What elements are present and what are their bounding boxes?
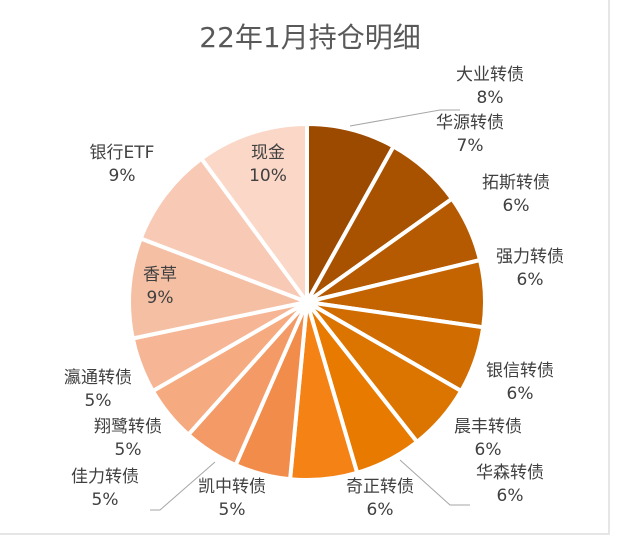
chart-frame <box>0 0 610 535</box>
slice-percent-label: 6% <box>507 384 534 404</box>
slice-name-label: 大业转债 <box>456 65 524 85</box>
leader-line <box>349 109 460 127</box>
slice-percent-label: 5% <box>219 500 246 520</box>
slice-percent-label: 5% <box>92 490 119 510</box>
slice-name-label: 现金 <box>251 143 285 163</box>
slice-name-label: 晨丰转债 <box>454 417 522 437</box>
slice-percent-label: 7% <box>457 136 484 156</box>
slice-name-label: 华森转债 <box>476 463 544 483</box>
pie-slice-13 <box>138 155 313 307</box>
slice-name-label: 银信转债 <box>486 361 554 381</box>
leader-line <box>399 459 470 506</box>
slice-percent-label: 8% <box>477 88 504 108</box>
slice-percent-label: 9% <box>109 166 136 186</box>
pie-slice-12 <box>127 235 315 341</box>
slice-name-label: 拓斯转债 <box>482 173 550 193</box>
slice-percent-label: 10% <box>249 166 287 186</box>
slice-percent-label: 9% <box>147 288 174 308</box>
slice-name-label: 凯中转债 <box>198 477 266 497</box>
slice-name-label: 强力转债 <box>496 247 564 267</box>
slice-name-label: 瀛通转债 <box>64 367 132 388</box>
slice-percent-label: 6% <box>503 196 530 216</box>
slice-percent-label: 6% <box>517 270 544 290</box>
slice-percent-label: 5% <box>85 391 112 411</box>
slice-percent-label: 5% <box>115 440 142 460</box>
pie-slice-14 <box>198 121 309 309</box>
slice-name-label: 香草 <box>143 265 177 285</box>
leader-line <box>150 461 216 511</box>
slice-name-label: 佳力转债 <box>71 467 139 487</box>
slice-name-label: 翔鹭转债 <box>94 417 162 437</box>
slice-name-label: 奇正转债 <box>346 477 414 497</box>
slice-percent-label: 6% <box>497 486 524 506</box>
slice-name-label: 银行ETF <box>90 143 155 163</box>
slice-percent-label: 6% <box>475 440 502 460</box>
slice-percent-label: 6% <box>367 500 394 520</box>
chart-title: 22年1月持仓明细 <box>199 21 421 54</box>
slice-name-label: 华源转债 <box>436 113 504 133</box>
